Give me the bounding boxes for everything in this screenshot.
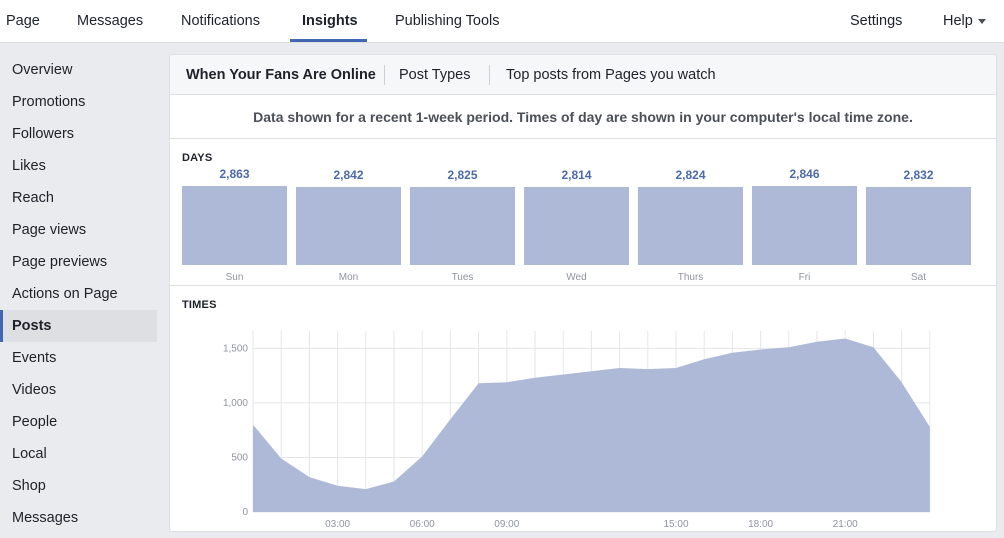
help-menu[interactable]: Help — [943, 0, 986, 42]
times-area — [253, 338, 930, 512]
y-tick-label: 1,000 — [223, 398, 248, 409]
insights-panel: When Your Fans Are Online Post Types Top… — [169, 54, 997, 532]
sidebar-item-actions-on-page[interactable]: Actions on Page — [12, 286, 118, 302]
sidebar-item-overview[interactable]: Overview — [12, 62, 73, 78]
sidebar-item-messages[interactable]: Messages — [12, 510, 79, 526]
day-label: Sat — [910, 272, 926, 283]
day-label: Thurs — [677, 272, 704, 283]
day-label: Tues — [451, 272, 474, 283]
sidebar-item-promotions[interactable]: Promotions — [12, 94, 86, 110]
sidebar-item-shop[interactable]: Shop — [12, 478, 46, 494]
times-chart: 0 500 1,000 1,500 03:00 06:00 09:00 15:00 18:00 2… — [223, 331, 931, 530]
day-bar[interactable] — [182, 186, 287, 265]
subtab-divider — [489, 65, 490, 85]
tab-messages[interactable]: Messages — [77, 13, 144, 29]
x-tick-label: 03:00 — [325, 519, 350, 530]
settings-link[interactable]: Settings — [850, 13, 903, 29]
sidebar-item-people[interactable]: People — [12, 414, 58, 430]
sidebar-item-followers[interactable]: Followers — [12, 126, 75, 142]
day-column: 2,832 Sat — [866, 140, 971, 286]
day-bar[interactable] — [752, 186, 857, 265]
day-count-label: 2,832 — [903, 167, 934, 182]
day-column: 2,846 Fri — [752, 140, 857, 286]
day-bar[interactable] — [524, 187, 629, 265]
sidebar-item-page-previews[interactable]: Page previews — [12, 254, 108, 270]
subtab-post-types[interactable]: Post Types — [399, 67, 471, 83]
sidebar-item-reach[interactable]: Reach — [12, 190, 54, 206]
day-bar[interactable] — [296, 186, 401, 265]
day-label: Sun — [225, 272, 244, 283]
x-tick-label: 09:00 — [494, 519, 519, 530]
tab-insights[interactable]: Insights — [302, 13, 358, 29]
top-navigation: Page Messages Notifications Insights Pub… — [0, 0, 1004, 43]
day-column: 2,842 Mon — [296, 140, 401, 286]
chevron-down-icon — [977, 18, 986, 24]
day-column: 2,863 Sun — [182, 140, 287, 286]
day-bar[interactable] — [410, 187, 515, 265]
time-period-notice: Data shown for a recent 1-week period. T… — [170, 95, 996, 139]
times-label: TIMES — [182, 299, 217, 311]
day-label: Wed — [566, 272, 587, 283]
day-column: 2,824 Thurs — [638, 140, 743, 286]
sidebar-item-page-views[interactable]: Page views — [12, 222, 87, 238]
sidebar-item-likes[interactable]: Likes — [12, 158, 46, 174]
times-section: TIMES 0 500 1,000 1,500 03:00 06:00 09:00 15:00… — [170, 287, 996, 531]
y-tick-label: 500 — [231, 452, 248, 463]
day-count-label: 2,863 — [219, 167, 250, 181]
subtab-divider — [384, 65, 385, 85]
x-tick-label: 18:00 — [748, 519, 773, 530]
day-label: Mon — [338, 272, 359, 283]
day-label: Fri — [798, 272, 811, 283]
day-column: 2,814 Wed — [524, 140, 629, 286]
sidebar-item-local[interactable]: Local — [12, 446, 47, 462]
help-label: Help — [943, 13, 973, 29]
day-count-label: 2,814 — [561, 168, 592, 183]
y-tick-label: 1,500 — [223, 343, 248, 354]
day-bar[interactable] — [866, 186, 971, 265]
active-tab-indicator — [290, 39, 367, 42]
days-label: DAYS — [182, 152, 213, 164]
days-section: DAYS 2,863 Sun 2,842 Mon 2,825 Tues 2,814 Wed 2,… — [170, 140, 996, 286]
sidebar-item-videos[interactable]: Videos — [12, 382, 57, 398]
day-count-label: 2,846 — [789, 167, 820, 182]
day-count-label: 2,842 — [333, 167, 364, 182]
subtab-fans-online[interactable]: When Your Fans Are Online — [186, 67, 376, 83]
day-count-label: 2,825 — [447, 168, 478, 183]
sidebar-item-events[interactable]: Events — [12, 350, 57, 366]
subtab-top-posts[interactable]: Top posts from Pages you watch — [506, 67, 716, 83]
y-tick-label: 0 — [242, 507, 248, 518]
day-bar[interactable] — [638, 187, 743, 265]
day-count-label: 2,824 — [675, 168, 706, 183]
tab-page[interactable]: Page — [6, 13, 40, 29]
sidebar-item-posts[interactable]: Posts — [0, 310, 157, 342]
posts-subtabs: When Your Fans Are Online Post Types Top… — [170, 55, 996, 95]
x-tick-label: 21:00 — [833, 519, 858, 530]
day-column: 2,825 Tues — [410, 140, 515, 286]
tab-notifications[interactable]: Notifications — [181, 13, 260, 29]
tab-publishing-tools[interactable]: Publishing Tools — [395, 13, 500, 29]
x-tick-label: 15:00 — [663, 519, 688, 530]
x-tick-label: 06:00 — [410, 519, 435, 530]
